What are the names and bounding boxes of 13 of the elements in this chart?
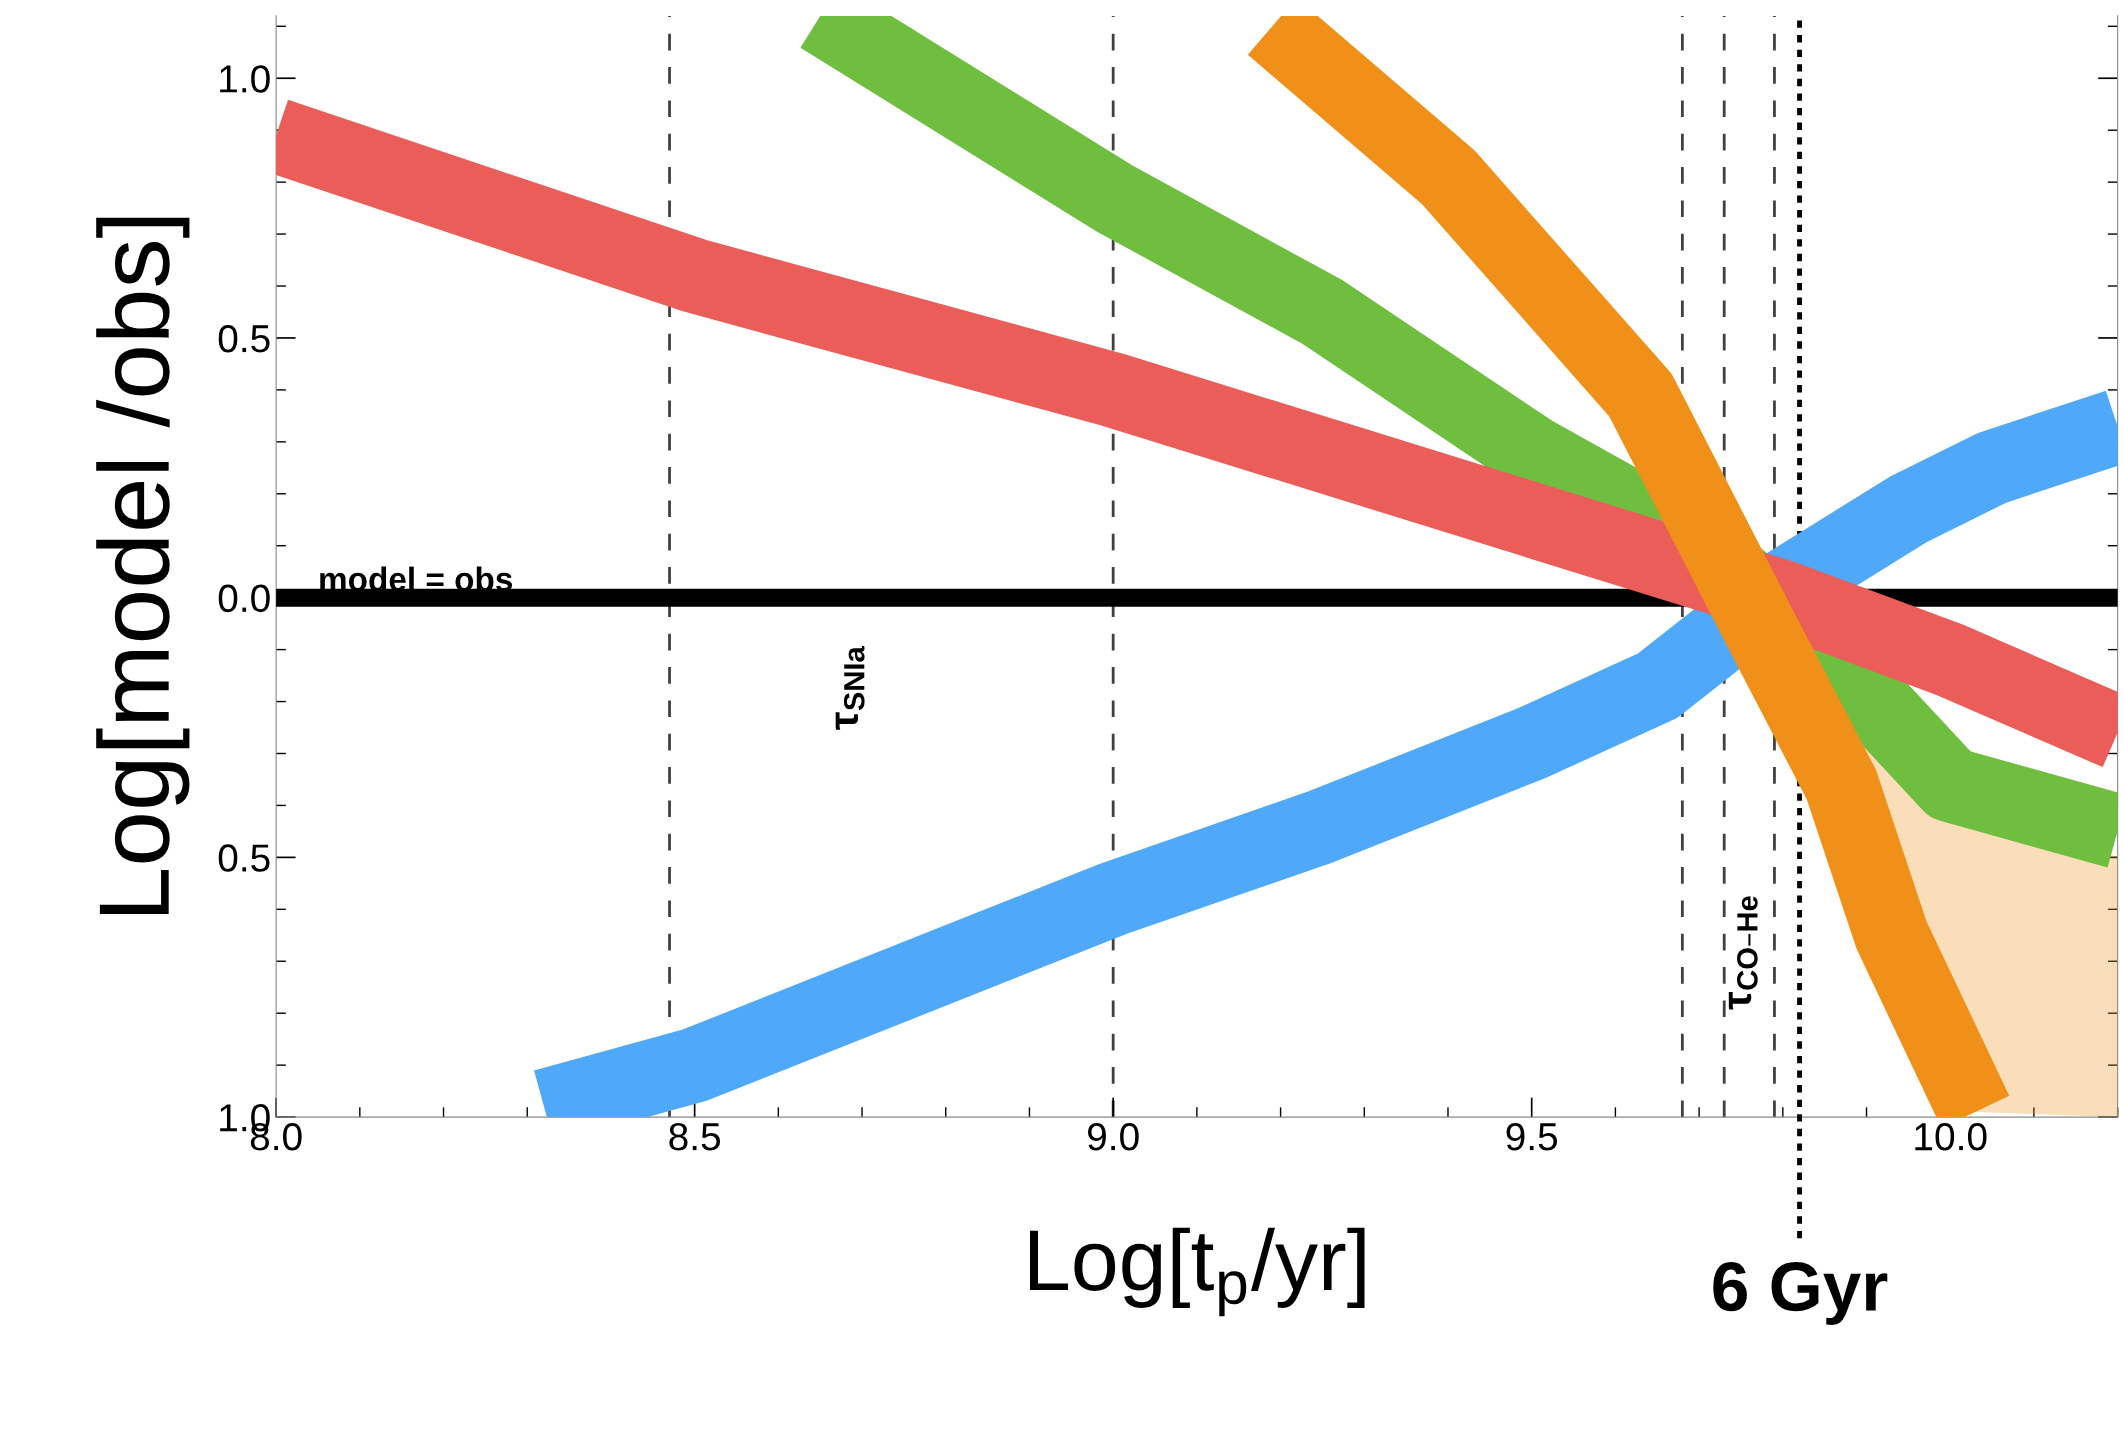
annotation: τ$_{CO–He}$ (1728, 896, 1758, 1010)
x-tick-label: 8.5 (669, 1122, 721, 1151)
x-axis-title: Log[t$_{p}$/yr] (1029, 1227, 1365, 1317)
x-tick-label: 10.0 (1915, 1122, 1987, 1151)
annotation: τ$_{SNIa}$ (835, 646, 865, 730)
y-tick-label: 0.0 (218, 584, 270, 613)
x-tick-label: 9.0 (1087, 1122, 1139, 1151)
y-axis-title: Log[model /obs] (96, 217, 190, 915)
ref-line-label: 6 Gyr (1713, 1262, 1888, 1325)
y-tick-label: 1.0 (220, 65, 270, 93)
x-tick-label: 9.5 (1506, 1122, 1558, 1151)
y-tick-label: 0.5 (218, 844, 270, 872)
y-tick-label: 0.5 (218, 324, 270, 353)
